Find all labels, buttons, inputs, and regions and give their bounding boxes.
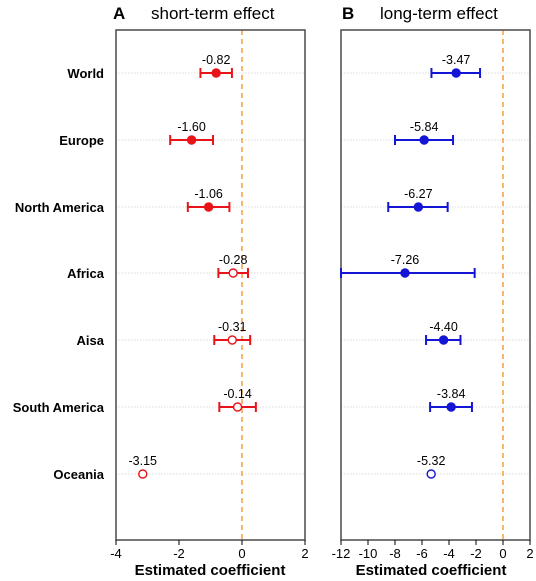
category-label-europe: Europe bbox=[59, 133, 104, 148]
x-tick-label: -4 bbox=[110, 546, 122, 561]
value-label: -6.27 bbox=[404, 187, 433, 201]
estimate-point bbox=[138, 469, 148, 479]
category-label-africa: Africa bbox=[67, 266, 105, 281]
estimate-point bbox=[211, 68, 221, 78]
value-label: -3.84 bbox=[437, 387, 466, 401]
estimate-point bbox=[446, 402, 456, 412]
estimate-point bbox=[227, 335, 237, 345]
panel-b-long-term: -12 -10 -8 -6 -4 -2 0 2 -3.47 -5.84 -6.27 -7.26 -4.4… bbox=[332, 29, 534, 561]
value-label: -5.84 bbox=[410, 120, 439, 134]
estimate-point bbox=[451, 68, 461, 78]
panel-a-letter: A bbox=[113, 4, 125, 23]
category-label-north-america: North America bbox=[15, 200, 105, 215]
value-label: -3.47 bbox=[442, 53, 471, 67]
estimate-point bbox=[232, 402, 243, 412]
value-label: -3.15 bbox=[129, 454, 158, 468]
x-tick-label: -2 bbox=[173, 546, 185, 561]
category-label-oceania: Oceania bbox=[53, 467, 104, 482]
estimate-point bbox=[186, 135, 197, 145]
x-tick-label: -4 bbox=[443, 546, 455, 561]
estimate-point bbox=[203, 202, 214, 212]
value-label: -1.06 bbox=[194, 187, 223, 201]
category-labels: World Europe North America Africa Aisa South … bbox=[13, 66, 105, 482]
x-tick-label: 0 bbox=[499, 546, 506, 561]
estimate-point bbox=[426, 469, 436, 479]
panel-a-short-term: -4 -2 0 2 -0.82 -1.60 -1.06 -0.28 -0.31 -0.14 -3.1… bbox=[110, 29, 309, 561]
category-label-world: World bbox=[67, 66, 104, 81]
x-tick-label: 2 bbox=[526, 546, 533, 561]
category-label-south-america: South America bbox=[13, 400, 105, 415]
value-label: -0.82 bbox=[202, 53, 231, 67]
x-tick-label: 2 bbox=[301, 546, 308, 561]
value-label: -4.40 bbox=[429, 320, 458, 334]
panel-a-title: short-term effect bbox=[151, 4, 275, 23]
panel-b-letter: B bbox=[342, 4, 354, 23]
panel-b-title: long-term effect bbox=[380, 4, 498, 23]
estimate-point bbox=[419, 135, 429, 145]
x-tick-label: -6 bbox=[416, 546, 428, 561]
panel-b-x-axis-title: Estimated coefficient bbox=[356, 562, 507, 579]
x-tick-label: -8 bbox=[389, 546, 401, 561]
x-tick-label: 0 bbox=[238, 546, 245, 561]
value-label: -0.14 bbox=[223, 387, 252, 401]
x-tick-label: -2 bbox=[470, 546, 482, 561]
value-label: -7.26 bbox=[391, 253, 420, 267]
x-tick-label: -10 bbox=[359, 546, 378, 561]
plot-frame bbox=[115, 29, 306, 541]
estimate-point bbox=[228, 268, 238, 278]
x-tick-label: -12 bbox=[332, 546, 351, 561]
value-label: -0.31 bbox=[218, 320, 247, 334]
estimate-point bbox=[438, 335, 449, 345]
estimate-point bbox=[400, 268, 410, 278]
category-label-aisa: Aisa bbox=[77, 333, 105, 348]
panel-a-x-axis-title: Estimated coefficient bbox=[135, 562, 286, 579]
value-label: -1.60 bbox=[177, 120, 206, 134]
value-label: -0.28 bbox=[219, 253, 248, 267]
value-label: -5.32 bbox=[417, 454, 446, 468]
estimate-point bbox=[413, 202, 424, 212]
plot-frame bbox=[340, 29, 531, 541]
